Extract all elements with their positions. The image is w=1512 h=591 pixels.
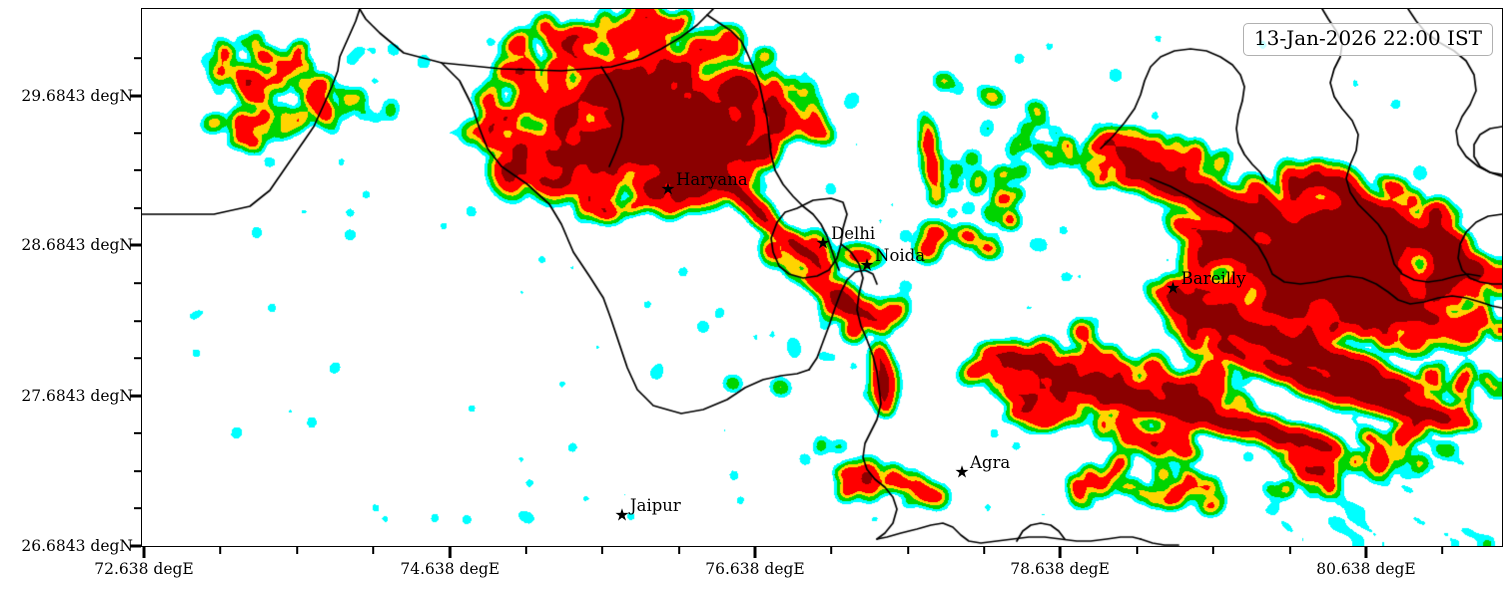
x-tick-minor xyxy=(907,547,909,554)
x-tick-label: 78.638 degE xyxy=(1010,560,1110,578)
precipitation-heatmap-canvas[interactable] xyxy=(142,9,1502,546)
y-tick-minor xyxy=(134,432,141,434)
star-icon: ★ xyxy=(815,233,831,254)
city-label: Agra xyxy=(970,452,1011,472)
x-tick-minor xyxy=(601,547,603,554)
x-tick-minor xyxy=(1136,547,1138,554)
x-tick-minor xyxy=(830,547,832,554)
y-tick-minor xyxy=(134,320,141,322)
y-tick-label: 28.6843 degN xyxy=(21,236,133,254)
x-tick-label: 74.638 degE xyxy=(400,560,500,578)
x-tick-minor xyxy=(372,547,374,554)
star-icon: ★ xyxy=(859,255,875,276)
x-tick-major xyxy=(1058,547,1062,558)
y-axis-labels: 29.6843 degN 28.6843 degN 27.6843 degN 2… xyxy=(0,0,133,591)
x-tick-label: 72.638 degE xyxy=(94,560,194,578)
timestamp-label: 13-Jan-2026 22:00 IST xyxy=(1243,23,1493,56)
city-label: Delhi xyxy=(831,223,876,243)
x-tick-minor xyxy=(983,547,985,554)
y-tick-label: 26.6843 degN xyxy=(21,537,133,555)
x-tick-minor xyxy=(296,547,298,554)
x-tick-label: 80.638 degE xyxy=(1316,560,1416,578)
y-tick-major xyxy=(130,94,141,98)
y-tick-major xyxy=(130,243,141,247)
city-label: Jaipur xyxy=(630,495,681,515)
x-tick-minor xyxy=(219,547,221,554)
y-tick-label: 29.6843 degN xyxy=(21,87,133,105)
x-tick-label: 76.638 degE xyxy=(705,560,805,578)
y-tick-label: 27.6843 degN xyxy=(21,387,133,405)
city-label: Haryana xyxy=(676,169,748,189)
y-tick-major xyxy=(130,394,141,398)
star-icon: ★ xyxy=(1165,278,1181,299)
y-tick-minor xyxy=(134,132,141,134)
x-tick-minor xyxy=(1289,547,1291,554)
x-tick-minor xyxy=(1441,547,1443,554)
y-tick-minor xyxy=(134,470,141,472)
y-tick-minor xyxy=(134,169,141,171)
x-tick-major xyxy=(142,547,146,558)
x-tick-major xyxy=(753,547,757,558)
map-plot-frame[interactable]: ★ Haryana ★ Delhi ★ Noida ★ Bareilly ★ Agra ★ Jaipu… xyxy=(141,8,1503,547)
star-icon: ★ xyxy=(660,179,676,200)
y-tick-minor xyxy=(134,282,141,284)
city-label: Bareilly xyxy=(1181,268,1246,288)
x-tick-minor xyxy=(1212,547,1214,554)
y-tick-minor xyxy=(134,57,141,59)
x-tick-minor xyxy=(525,547,527,554)
x-tick-minor xyxy=(678,547,680,554)
y-tick-minor xyxy=(134,357,141,359)
y-tick-major xyxy=(130,544,141,548)
city-label: Noida xyxy=(875,245,926,265)
x-tick-major xyxy=(1364,547,1368,558)
star-icon: ★ xyxy=(954,462,970,483)
y-tick-minor xyxy=(134,207,141,209)
x-tick-major xyxy=(448,547,452,558)
star-icon: ★ xyxy=(614,505,630,526)
y-tick-minor xyxy=(134,507,141,509)
